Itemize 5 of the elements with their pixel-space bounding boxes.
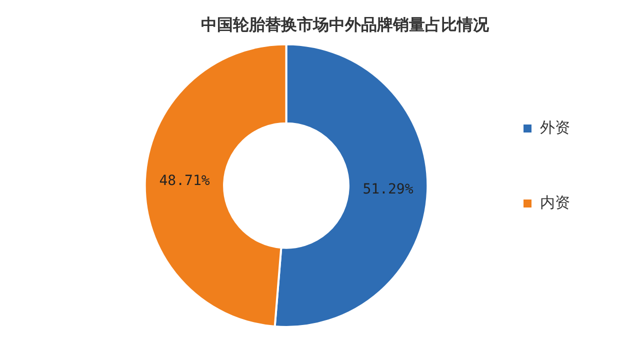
data-label: 51.29% [362,181,414,198]
legend-label: 内资 [540,193,570,212]
data-label: 48.71% [159,173,210,190]
chart-title: 中国轮胎替换市场中外品牌销量占比情况 [201,14,490,34]
legend-label: 外资 [540,118,570,136]
